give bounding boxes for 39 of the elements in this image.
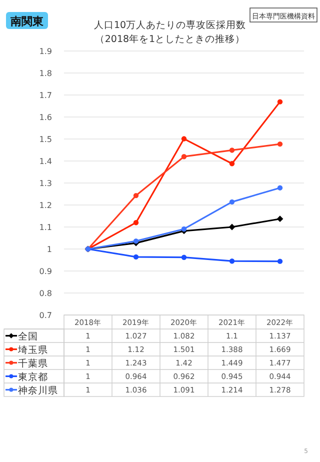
point: [181, 226, 187, 232]
y-tick-label: 1.6: [39, 113, 52, 122]
point: [181, 136, 187, 142]
point: [277, 258, 283, 264]
y-tick-label: 1.4: [39, 157, 52, 166]
point: [229, 258, 235, 264]
chart-subtitle: （2018年を1としたときの推移）: [94, 33, 246, 45]
point: [276, 216, 284, 222]
y-tick-label: 1.5: [39, 135, 52, 144]
y-tick-label: 1.9: [39, 47, 52, 56]
point: [277, 99, 283, 104]
point: [277, 185, 283, 190]
y-tick-label: 1.7: [39, 91, 52, 100]
y-tick-label: 0.7: [39, 311, 52, 320]
point: [181, 154, 187, 160]
point: [228, 224, 236, 230]
point: [277, 141, 283, 147]
point: [133, 238, 139, 244]
legend-label: 埼玉県: [17, 344, 48, 356]
point: [229, 148, 235, 153]
legend-label: 千葉県: [18, 357, 48, 370]
point: [133, 220, 139, 226]
point: [133, 192, 139, 198]
point: [229, 199, 235, 205]
y-tick-label: 1.1: [39, 223, 52, 232]
legend-label: 神奈川県: [18, 384, 58, 396]
point: [229, 161, 235, 166]
y-tick-label: 1.2: [39, 201, 52, 210]
legend-label: 東京都: [18, 370, 48, 383]
y-tick-label: 0.9: [39, 267, 52, 276]
point: [133, 254, 139, 260]
text: 南関東: [10, 15, 44, 28]
y-tick-label: 1: [46, 245, 52, 254]
y-tick-label: 1.8: [39, 69, 52, 78]
y-tick-label: 1.3: [39, 179, 52, 188]
y-tick-label: 0.8: [39, 289, 52, 298]
chart-title: 人口10万人あたりの専攻医採用数: [94, 19, 246, 31]
point: [181, 254, 187, 260]
legend-label: 全国: [18, 330, 38, 342]
